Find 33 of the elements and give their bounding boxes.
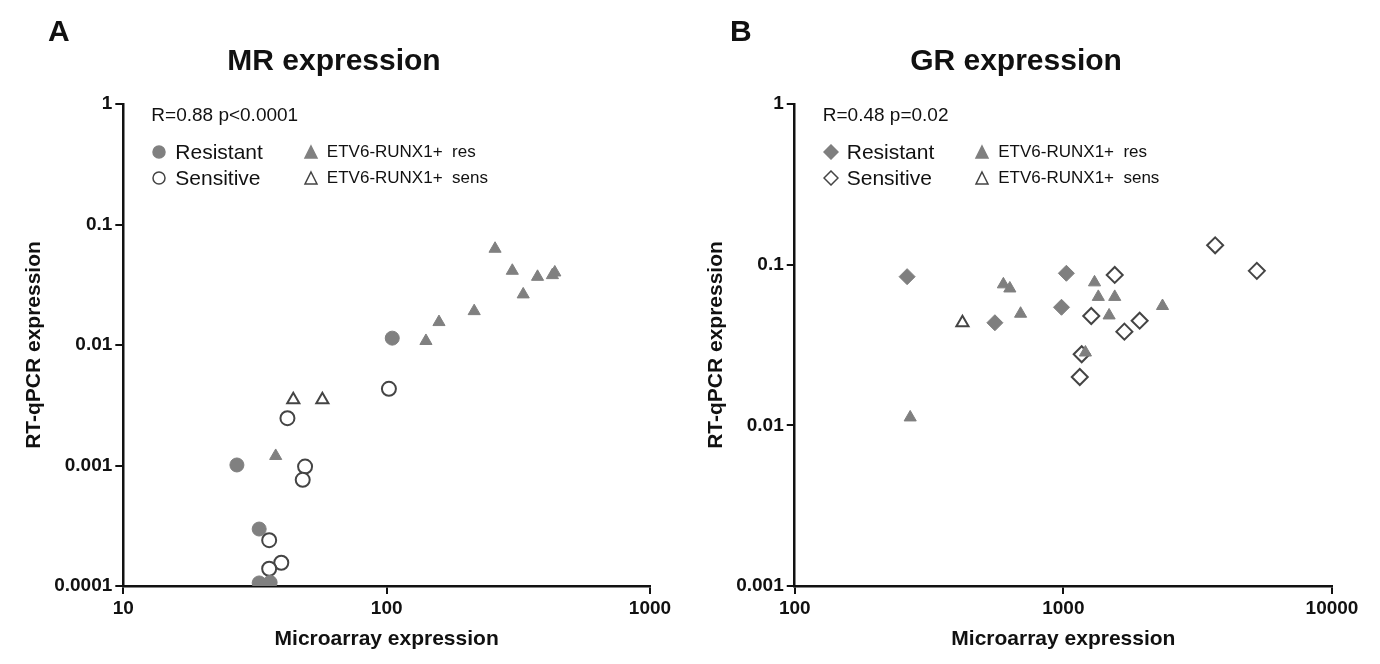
y-tick-label: 0.0001 <box>54 574 113 596</box>
y-tick-label: 0.01 <box>746 413 785 435</box>
y-tick-label: 0.001 <box>736 574 785 596</box>
legend-label: ETV6-RUNX1+ sens <box>326 168 488 188</box>
x-tick-label: 1000 <box>1042 596 1085 618</box>
legend-label: ETV6-RUNX1+ res <box>326 142 476 162</box>
legend-label: Sensitive <box>846 166 932 190</box>
legend-label: Resistant <box>846 140 935 164</box>
x-axis-title: Microarray expression <box>951 626 1176 650</box>
y-tick-label: 0.1 <box>85 212 113 234</box>
legend-label: Resistant <box>175 140 263 164</box>
y-tick-label: 0.1 <box>757 252 785 274</box>
legend-label: ETV6-RUNX1+ sens <box>998 168 1160 188</box>
annotation: R=0.48 p=0.02 <box>822 104 949 126</box>
text: A <box>48 14 70 48</box>
text: B <box>730 14 752 48</box>
x-tick-label: 1000 <box>628 596 672 618</box>
annotation: R=0.88 p<0.0001 <box>151 104 299 126</box>
x-tick-label: 100 <box>370 596 403 618</box>
x-axis-title: Microarray expression <box>274 626 499 650</box>
x-tick-label: 10000 <box>1305 596 1359 618</box>
chart-title: MR expression <box>227 43 441 77</box>
y-tick-label: 0.01 <box>75 333 113 355</box>
chart-title: GR expression <box>910 43 1122 77</box>
legend-label: Sensitive <box>175 166 261 190</box>
x-tick-label: 10 <box>112 596 134 618</box>
y-tick-label: 1 <box>101 92 113 114</box>
y-axis-title: RT-qPCR expression <box>703 241 727 449</box>
x-tick-label: 100 <box>778 596 811 618</box>
y-axis-title: RT-qPCR expression <box>21 241 45 449</box>
legend-label: ETV6-RUNX1+ res <box>998 142 1148 162</box>
y-tick-label: 0.001 <box>64 453 113 475</box>
y-tick-label: 1 <box>773 92 785 114</box>
